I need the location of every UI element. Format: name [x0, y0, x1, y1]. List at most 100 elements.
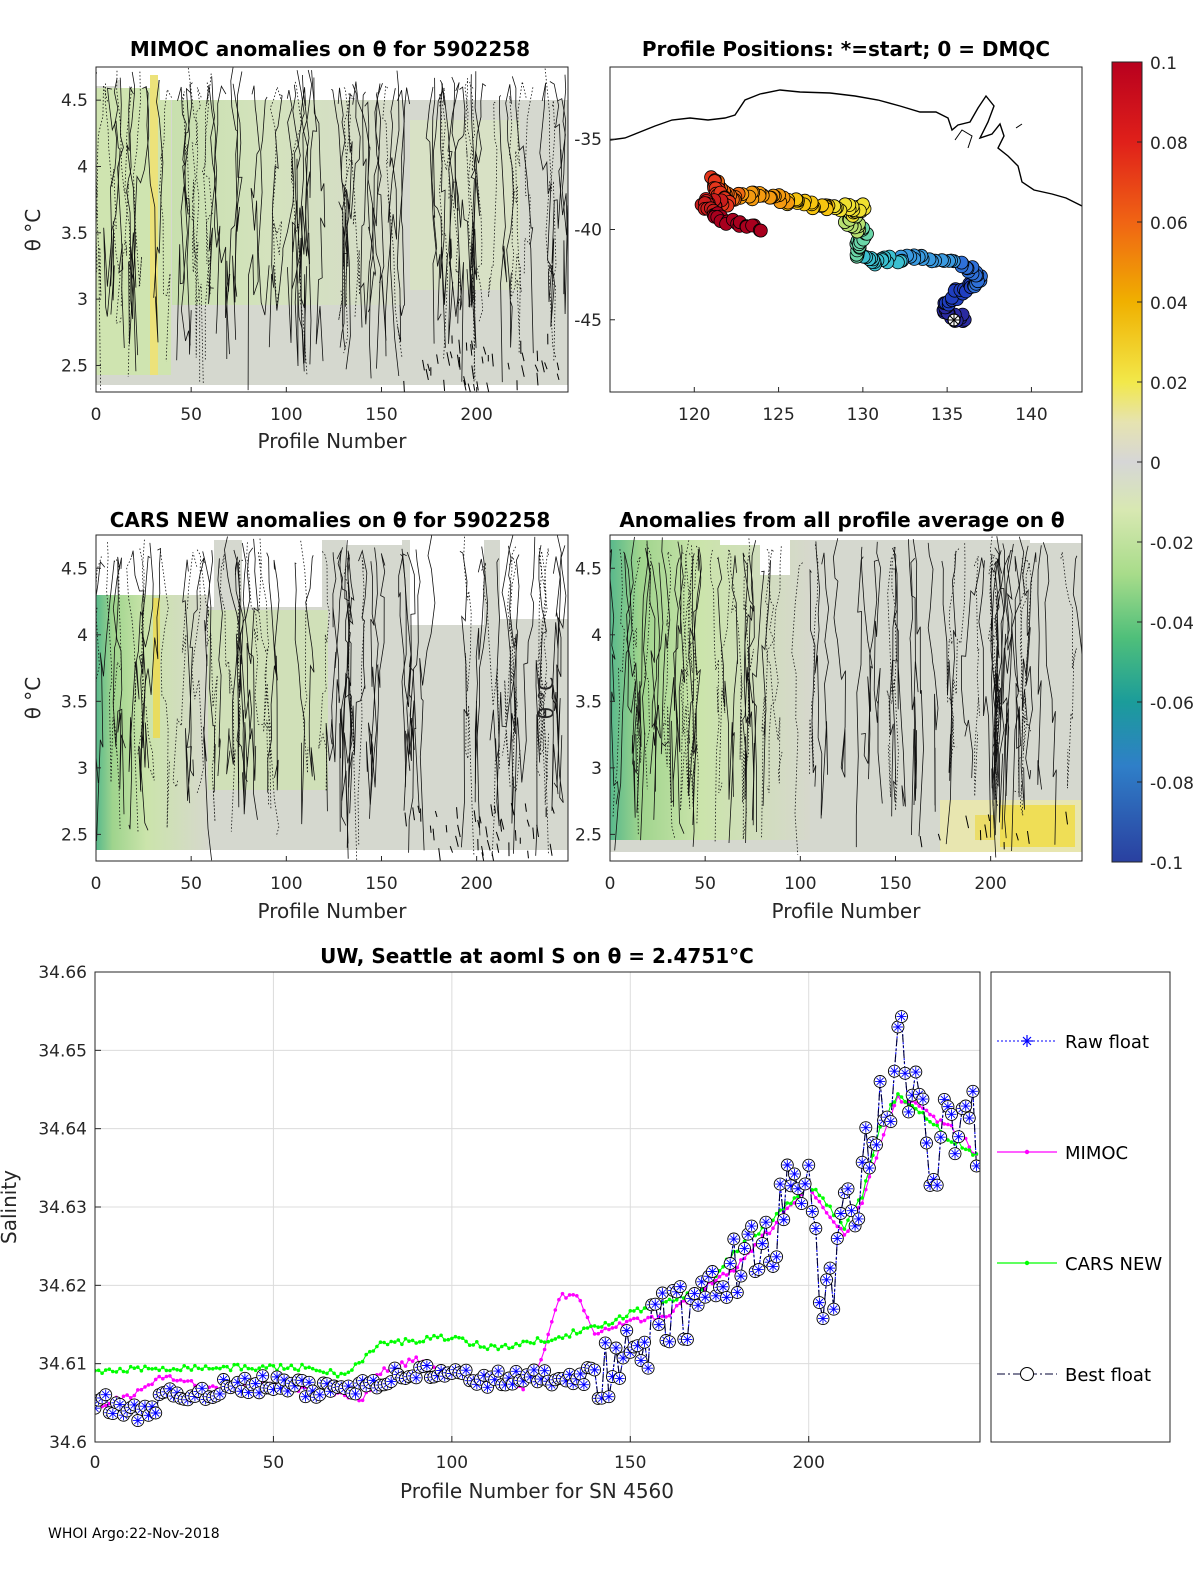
series-point-cars-new	[814, 1187, 818, 1192]
series-point-mimoc	[667, 1313, 672, 1318]
contour-line	[612, 549, 625, 819]
contour-line	[419, 535, 436, 851]
series-point-cars-new	[407, 1339, 411, 1343]
series-point-cars-new	[667, 1297, 672, 1302]
contour-line	[203, 550, 214, 861]
avg-ytick-label: 3	[591, 759, 602, 779]
series-point-cars-new	[360, 1359, 365, 1364]
series-point-cars-new	[203, 1364, 208, 1368]
contour-line	[491, 353, 494, 367]
series-point-raw-float	[821, 1274, 832, 1285]
series-point-raw-float	[282, 1386, 293, 1397]
contour-line	[455, 835, 459, 847]
contour-line	[524, 803, 527, 812]
cars-xlabel: Profile Number	[258, 899, 408, 923]
series-point-cars-new	[621, 1316, 625, 1321]
series-point-cars-new	[467, 1343, 472, 1347]
contour-line	[384, 88, 397, 357]
coastline	[609, 89, 1083, 207]
contour-line	[116, 70, 129, 307]
cars-xtick-label: 50	[180, 874, 202, 894]
contour-line	[510, 81, 527, 353]
colorbar: 0.1 0.08 0.06 0.04 0.02 0 -0.02 -0.04 -0.06 -0.08…	[1111, 54, 1194, 874]
series-point-raw-float	[268, 1384, 279, 1395]
contour-line	[138, 547, 162, 792]
contour-line	[287, 70, 305, 343]
series-point-raw-float	[607, 1371, 618, 1382]
series-point-mimoc	[864, 1187, 868, 1192]
colorbar-ticks: 0.1 0.08 0.06 0.04 0.02 0 -0.02 -0.04 -0.06 -0.08…	[1137, 54, 1194, 874]
contour-line	[470, 344, 473, 356]
series-point-raw-float	[478, 1370, 489, 1381]
series-point-mimoc	[724, 1273, 729, 1277]
series-point-cars-new	[285, 1366, 290, 1370]
series-point-cars-new	[903, 1099, 907, 1104]
contour-line	[445, 825, 448, 833]
series-point-cars-new	[228, 1368, 233, 1373]
series-point-mimoc	[550, 1320, 554, 1324]
contour-line	[429, 825, 432, 833]
series-point-cars-new	[471, 1343, 476, 1347]
series-point-raw-float	[596, 1393, 607, 1404]
series-point-cars-new	[824, 1203, 829, 1207]
series-point-mimoc	[607, 1327, 611, 1332]
contour-line	[486, 382, 490, 392]
series-point-mimoc	[582, 1308, 586, 1313]
contour-line	[709, 549, 720, 844]
series-point-cars-new	[182, 1364, 186, 1368]
contour-line	[201, 557, 218, 822]
series-point-raw-float	[664, 1336, 675, 1347]
series-point-mimoc	[628, 1318, 633, 1322]
contour-line	[96, 560, 116, 842]
contour-line	[268, 94, 283, 348]
series-point-mimoc	[564, 1296, 568, 1300]
contour-line	[551, 806, 555, 814]
series-point-cars-new	[153, 1366, 158, 1371]
cars-panel: CARS NEW anomalies on θ for 5902258 0 50 1…	[21, 508, 569, 923]
series-point-cars-new	[235, 1362, 240, 1367]
salinity-ytick-label: 34.63	[38, 1198, 87, 1218]
positions-ytick-label: -40	[574, 221, 602, 241]
series-point-raw-float	[725, 1258, 736, 1269]
series-point-cars-new	[550, 1338, 554, 1343]
contour-line	[204, 82, 213, 361]
series-point-cars-new	[375, 1344, 379, 1349]
contour-line	[1015, 833, 1019, 841]
series-point-raw-float	[411, 1372, 422, 1383]
series-point-cars-new	[589, 1324, 593, 1329]
series-point-mimoc	[175, 1378, 179, 1383]
series-point-raw-float	[482, 1382, 493, 1393]
series-point-mimoc	[153, 1377, 158, 1382]
contour-line	[669, 557, 680, 804]
series-point-raw-float	[289, 1380, 300, 1391]
contour-line	[1072, 555, 1082, 661]
contour-line	[160, 551, 170, 828]
series-point-raw-float	[143, 1410, 154, 1421]
contour-line	[536, 372, 539, 386]
series-point-raw-float	[846, 1205, 857, 1216]
series-point-mimoc	[146, 1383, 151, 1387]
contour-line	[494, 805, 496, 814]
series-point-raw-float	[789, 1168, 800, 1179]
series-point-raw-float	[197, 1383, 208, 1394]
series-point-raw-float	[536, 1374, 547, 1385]
series-point-mimoc	[824, 1211, 829, 1215]
series-point-mimoc	[578, 1298, 583, 1303]
contour-line	[347, 93, 360, 319]
series-point-mimoc	[385, 1369, 390, 1373]
legend-cars: CARS NEW	[997, 1254, 1162, 1275]
series-point-raw-float	[689, 1288, 700, 1299]
series-point-cars-new	[118, 1366, 122, 1371]
series-point-raw-float	[928, 1174, 939, 1185]
series-point-cars-new	[946, 1138, 950, 1142]
series-point-raw-float	[707, 1266, 718, 1277]
contour-line	[537, 555, 548, 780]
series-point-cars-new	[303, 1366, 308, 1370]
series-point-cars-new	[378, 1340, 383, 1344]
contour-line	[1037, 545, 1042, 790]
series-point-cars-new	[635, 1306, 640, 1310]
series-point-mimoc	[575, 1294, 579, 1298]
series-point-raw-float	[300, 1391, 311, 1402]
series-point-raw-float	[942, 1101, 953, 1112]
series-point-cars-new	[614, 1317, 618, 1322]
